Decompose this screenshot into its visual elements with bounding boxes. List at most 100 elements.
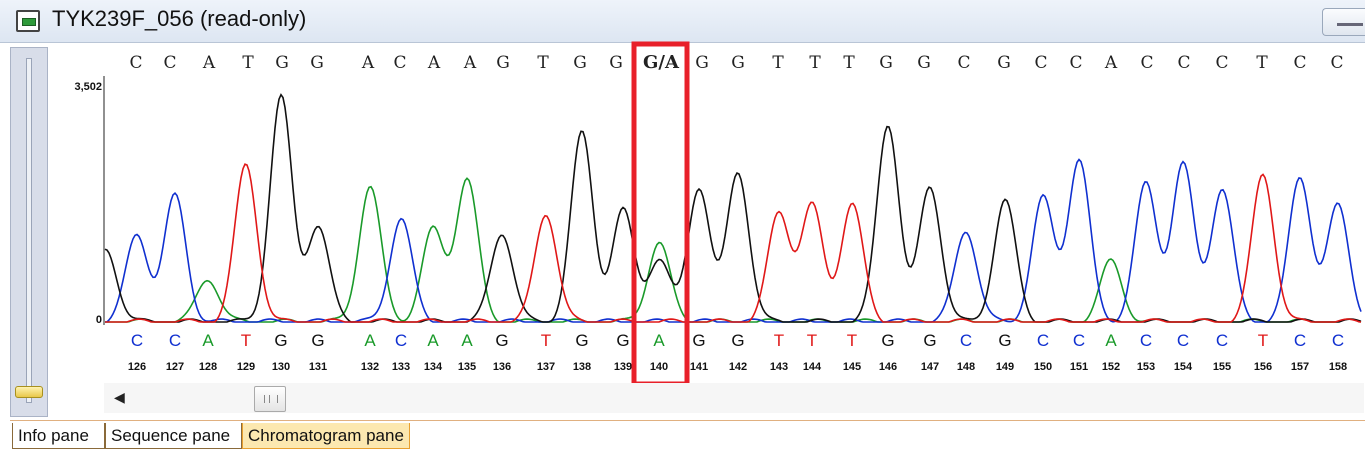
reference-base: A — [361, 53, 375, 73]
position-number: 132 — [361, 361, 379, 373]
minimize-icon — [1337, 23, 1363, 26]
base-call: T — [807, 331, 817, 350]
position-number: 136 — [493, 361, 511, 373]
base-call: C — [1294, 331, 1306, 350]
reference-base: G — [917, 53, 931, 73]
position-number: 146 — [879, 361, 897, 373]
position-number: 126 — [128, 361, 146, 373]
chromatogram-plot: 3,502 0 C C A T G G A C A A G T G G G/A G G T T T G G C G C C A C C C… — [74, 41, 1362, 387]
trace-lines — [104, 93, 1362, 323]
base-call: G — [881, 331, 894, 350]
reference-base: G — [573, 53, 587, 73]
trace-g — [104, 93, 1362, 323]
position-number: 143 — [770, 361, 788, 373]
base-call: C — [131, 331, 143, 350]
vertical-zoom-slider[interactable] — [10, 47, 48, 417]
scroll-left-arrow-icon[interactable]: ◀ — [114, 389, 125, 405]
base-call: G — [692, 331, 705, 350]
base-call: C — [960, 331, 972, 350]
reference-base: A — [427, 53, 441, 73]
tab-chromatogram-pane[interactable]: Chromatogram pane — [242, 423, 410, 449]
base-call: G — [923, 331, 936, 350]
position-number: 151 — [1070, 361, 1088, 373]
reference-base: C — [129, 53, 142, 73]
reference-base: G — [731, 53, 745, 73]
reference-base: G — [496, 53, 510, 73]
position-number: 131 — [309, 361, 327, 373]
horizontal-scrollbar[interactable]: ◀ — [104, 383, 1364, 413]
reference-base: T — [772, 53, 784, 73]
slider-track — [26, 58, 32, 403]
position-number: 153 — [1137, 361, 1155, 373]
position-number: 137 — [537, 361, 555, 373]
scroll-thumb[interactable] — [254, 386, 286, 412]
position-numbers: 126 127 128 129 130 131 132 133 134 135 136 137 138 1… — [128, 361, 1347, 373]
position-number: 142 — [729, 361, 747, 373]
position-number: 157 — [1291, 361, 1309, 373]
position-number: 158 — [1329, 361, 1347, 373]
position-number: 138 — [573, 361, 591, 373]
position-number: 149 — [996, 361, 1014, 373]
base-call: A — [364, 331, 376, 350]
base-call: A — [427, 331, 439, 350]
reference-base: C — [163, 53, 176, 73]
position-number: 147 — [921, 361, 939, 373]
reference-base: A — [1104, 53, 1118, 73]
document-icon — [16, 10, 40, 32]
base-call: T — [1258, 331, 1268, 350]
reference-base: C — [957, 53, 970, 73]
reference-base: T — [537, 53, 549, 73]
reference-base: A — [202, 53, 216, 73]
reference-base: C — [393, 53, 406, 73]
base-call: T — [541, 331, 551, 350]
position-number: 129 — [237, 361, 255, 373]
base-call: A — [461, 331, 473, 350]
reference-sequence: C C A T G G A C A A G T G G G/A G G T T T G G C G C C A C C C T C C — [129, 52, 1343, 73]
tab-info-pane[interactable]: Info pane — [12, 423, 105, 449]
position-number: 152 — [1102, 361, 1120, 373]
base-call: A — [653, 331, 665, 350]
reference-base: G — [879, 53, 893, 73]
base-call: G — [998, 331, 1011, 350]
minimize-button[interactable] — [1322, 8, 1365, 36]
base-call: G — [731, 331, 744, 350]
base-call: C — [1073, 331, 1085, 350]
position-number: 130 — [272, 361, 290, 373]
reference-base: G/A — [643, 52, 680, 73]
trace-t — [105, 163, 1362, 323]
reference-base: T — [843, 53, 855, 73]
base-call: A — [202, 331, 214, 350]
reference-base: G — [310, 53, 324, 73]
base-call: C — [395, 331, 407, 350]
reference-base: G — [695, 53, 709, 73]
tab-sequence-pane[interactable]: Sequence pane — [105, 423, 242, 449]
position-number: 128 — [199, 361, 217, 373]
y-axis-min-label: 0 — [96, 314, 102, 326]
window-title: TYK239F_056 (read-only) — [52, 6, 307, 31]
base-call: C — [1140, 331, 1152, 350]
position-number: 134 — [424, 361, 443, 373]
reference-base: C — [1034, 53, 1047, 73]
base-call: T — [847, 331, 857, 350]
base-call: T — [774, 331, 784, 350]
position-number: 145 — [843, 361, 861, 373]
reference-base: C — [1293, 53, 1306, 73]
reference-base: T — [809, 53, 821, 73]
base-call: A — [1105, 331, 1117, 350]
position-number: 150 — [1034, 361, 1052, 373]
position-number: 144 — [803, 361, 822, 373]
position-number: 154 — [1174, 361, 1193, 373]
base-call: C — [1332, 331, 1344, 350]
position-number: 156 — [1254, 361, 1272, 373]
base-call: C — [1216, 331, 1228, 350]
title-bar: TYK239F_056 (read-only) — [0, 0, 1365, 43]
slider-thumb[interactable] — [15, 386, 43, 398]
position-number: 155 — [1213, 361, 1231, 373]
reference-base: G — [275, 53, 289, 73]
reference-base: C — [1140, 53, 1153, 73]
base-call: C — [1177, 331, 1189, 350]
base-call: G — [274, 331, 287, 350]
position-number: 135 — [458, 361, 476, 373]
pane-tabs: Info pane Sequence pane Chromatogram pan… — [10, 420, 1365, 456]
